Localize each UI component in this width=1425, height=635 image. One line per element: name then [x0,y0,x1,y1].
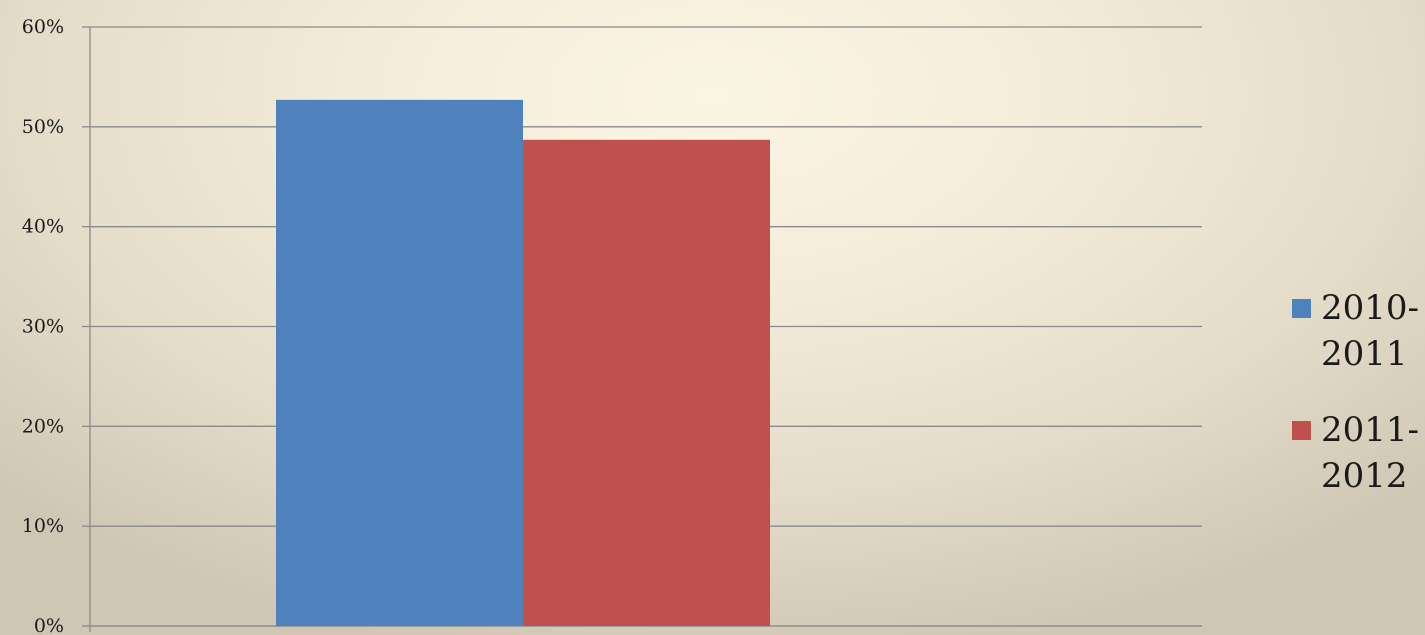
legend-label: 2010- [1321,288,1419,328]
y-tick-label: 20% [22,415,64,437]
y-tick-label: 40% [22,216,64,238]
legend-label: 2011 [1321,334,1408,374]
y-axis: 0% 10% 20% 30% 40% 50% 60% [22,16,1202,635]
y-tick-label: 0% [34,615,64,635]
y-tick-label: 30% [22,316,64,338]
bar-2010-2011 [276,99,523,626]
legend-label: 2011- [1321,410,1419,450]
legend: 2010- 2011 2011- 2012 [1292,288,1419,496]
y-tick-label: 50% [22,116,64,138]
y-tick-label: 10% [22,515,64,537]
bar-2011-2012 [523,139,770,627]
legend-label: 2012 [1321,456,1408,496]
legend-swatch [1292,421,1311,440]
y-tick-label: 60% [22,16,64,38]
legend-swatch [1292,299,1311,318]
bars [276,99,770,627]
